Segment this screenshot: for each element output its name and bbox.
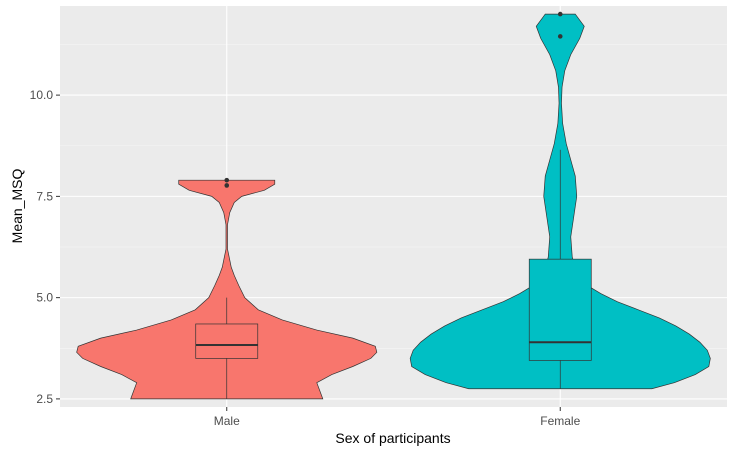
x-tick-label: Male	[214, 414, 240, 428]
y-tick-label: 7.5	[36, 189, 53, 203]
box-female	[528, 258, 592, 361]
box-male	[195, 323, 259, 359]
boxplots	[195, 149, 592, 399]
y-axis-title: Mean_MSQ	[9, 169, 25, 244]
violin-male	[76, 179, 378, 400]
x-axis-title: Sex of participants	[335, 430, 450, 446]
outlier-point	[557, 11, 563, 17]
y-tick-label: 5.0	[36, 291, 53, 305]
y-tick-label: 10.0	[30, 88, 54, 102]
y-axis: 2.5 5.0 7.5 10.0	[30, 88, 60, 406]
x-tick-label: Female	[540, 414, 580, 428]
y-tick-label: 2.5	[36, 392, 53, 406]
x-axis: Male Female	[214, 407, 581, 428]
outlier-point	[557, 34, 563, 39]
outlier-point	[224, 183, 230, 188]
outlier-points	[224, 11, 563, 188]
outlier-point	[224, 177, 230, 183]
